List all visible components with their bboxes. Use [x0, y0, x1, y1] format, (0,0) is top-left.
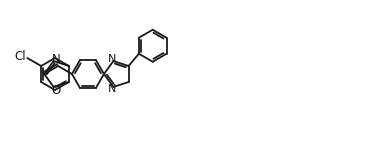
Text: O: O [51, 84, 60, 97]
Text: N: N [108, 54, 116, 64]
Text: Cl: Cl [15, 51, 26, 64]
Text: N: N [52, 53, 61, 66]
Text: N: N [108, 84, 116, 94]
